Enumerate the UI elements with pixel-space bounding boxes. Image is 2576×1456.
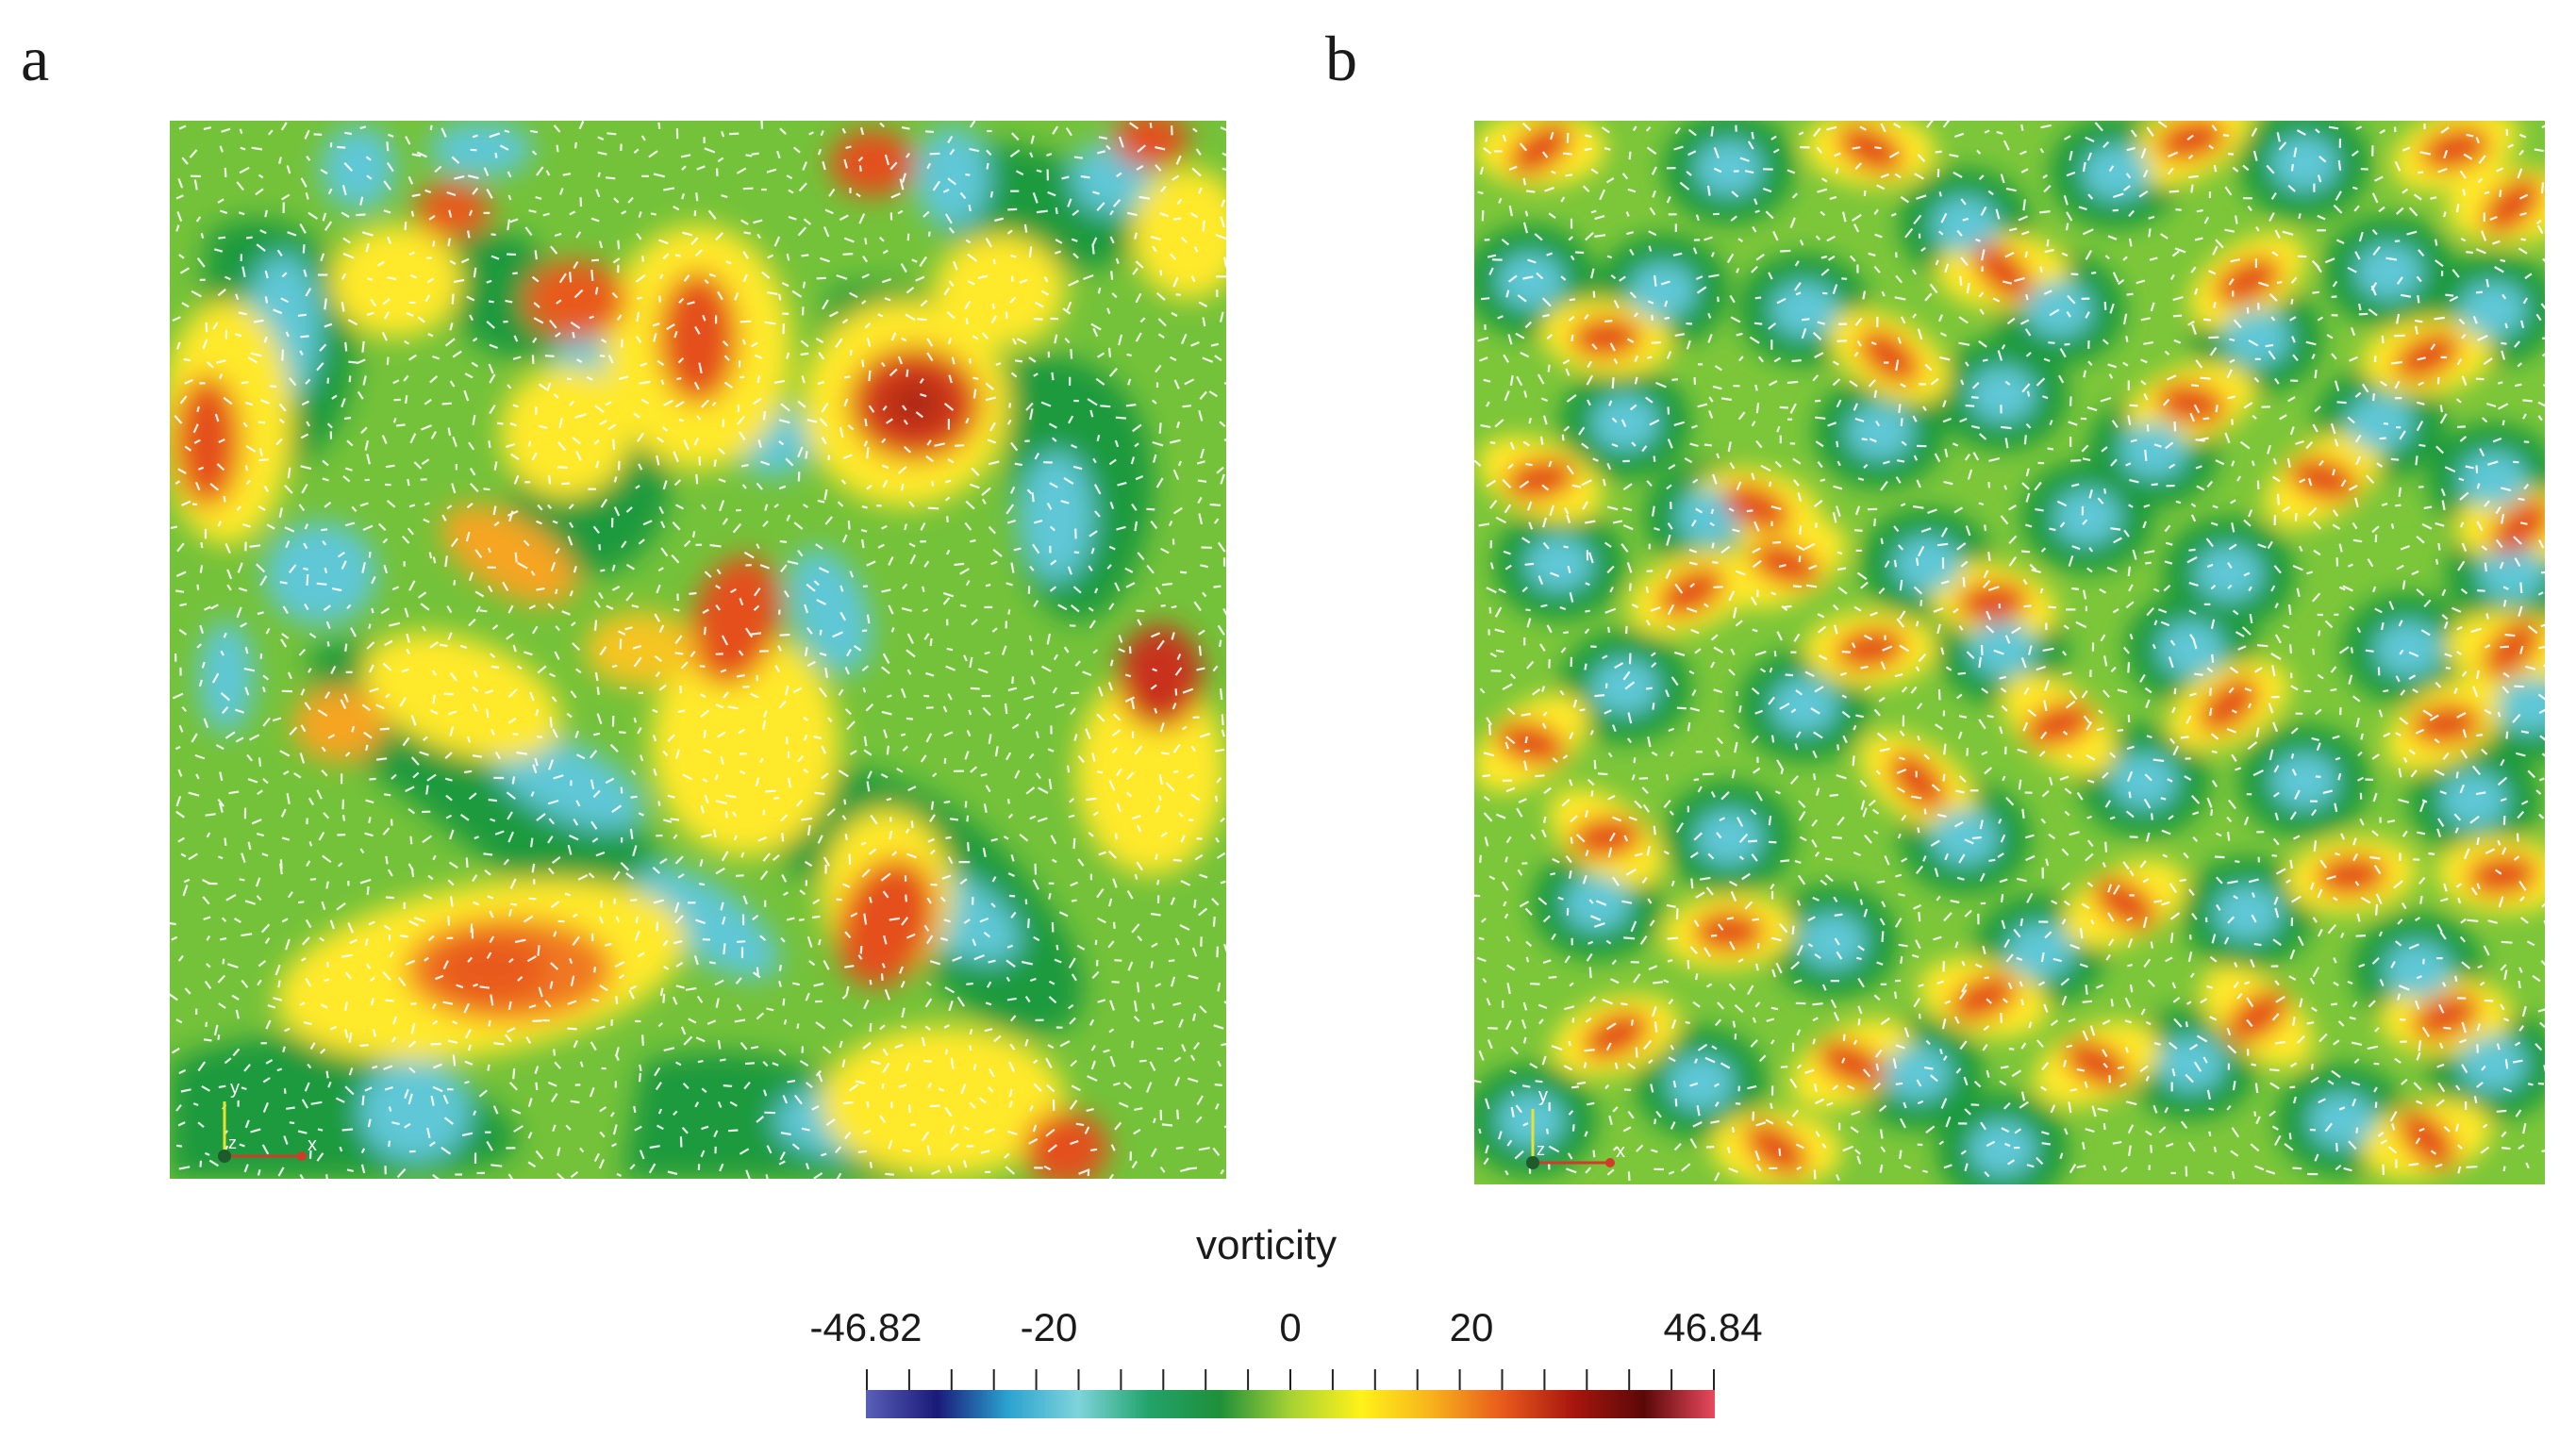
velocity-arrows-a (170, 121, 1226, 1179)
colorbar-label-20: 20 (1449, 1305, 1494, 1349)
panel-a-label: a (21, 23, 50, 94)
panel-b-label: b (1325, 23, 1357, 94)
velocity-arrows-b (1474, 121, 2545, 1182)
axes-triad-b: y z x (1526, 1085, 1625, 1169)
colorbar-label-max: 46.84 (1663, 1305, 1763, 1349)
triad-x-label-b: x (1616, 1141, 1625, 1162)
vorticity-map-b: y z x (1474, 121, 2545, 1184)
triad-y-label-b: y (1538, 1085, 1548, 1106)
colorbar-gradient (866, 1390, 1715, 1418)
axes-triad-a: y z x (218, 1078, 317, 1163)
colorbar-label-min: -46.82 (809, 1305, 922, 1349)
triad-y-label-a: y (230, 1078, 240, 1099)
colorbar-title: vorticity (1196, 1222, 1338, 1268)
vorticity-field-a: y z x (170, 121, 1226, 1179)
vortex-blobs-b (1474, 121, 2545, 1184)
triad-z-label-b: z (1537, 1140, 1545, 1159)
colorbar-label-neg20: -20 (1020, 1305, 1078, 1349)
vorticity-map-a: y z x (170, 121, 1226, 1179)
vorticity-field-b: y z x (1474, 121, 2545, 1184)
triad-z-label-a: z (228, 1133, 237, 1152)
colorbar-ticks (866, 1369, 1715, 1393)
triad-x-label-a: x (307, 1134, 317, 1155)
colorbar-label-zero: 0 (1279, 1305, 1302, 1349)
